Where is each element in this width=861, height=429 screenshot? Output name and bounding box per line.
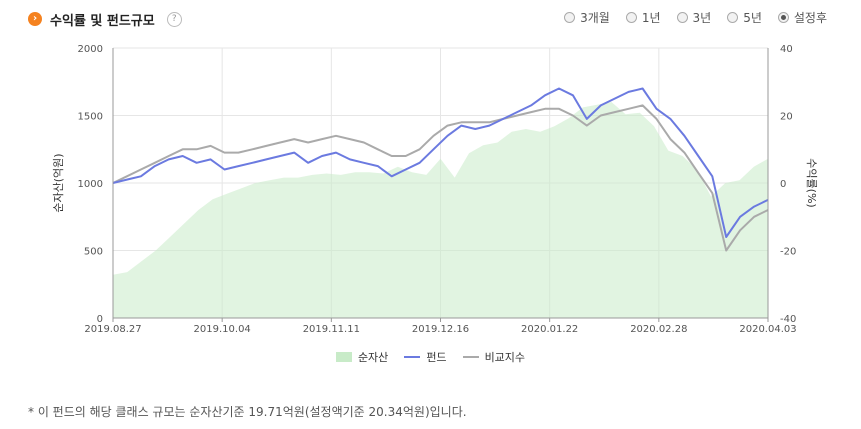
period-5y[interactable]: 5년: [727, 9, 762, 26]
period-3m[interactable]: 3개월: [564, 9, 610, 26]
y-left-tick-label: 0: [97, 314, 103, 325]
y-left-tick-label: 2000: [78, 44, 103, 55]
radio-button[interactable]: [625, 12, 637, 23]
help-icon[interactable]: ?: [166, 11, 182, 27]
period-label: 3년: [692, 11, 712, 25]
net-assets-area: [113, 102, 768, 318]
y-right-tick-label: 40: [780, 44, 793, 55]
legend-benchmark[interactable]: 비교지수: [462, 349, 526, 365]
chart-legend: 순자산 펀드 비교지수: [0, 349, 861, 365]
period-3y[interactable]: 3년: [676, 9, 712, 26]
y-left-axis-title: 순자산(억원): [52, 153, 65, 212]
chart-title: 수익률 및 펀드규모: [50, 13, 155, 29]
y-left-tick-label: 500: [84, 247, 103, 258]
legend-net-assets[interactable]: 순자산: [335, 349, 389, 365]
x-tick-label: 2019.12.16: [412, 324, 469, 335]
y-right-axis-title: 수익률(%): [805, 158, 818, 207]
axes: 0 500 1000 1500 2000 -40 -20 0 20 40 2019.08.27 201…: [78, 44, 797, 335]
legend-label: 펀드: [426, 351, 447, 364]
y-right-tick-label: -20: [780, 247, 796, 258]
chevron-right-icon: ›: [28, 12, 42, 26]
legend-swatch: [335, 352, 352, 362]
x-tick-label: 2020.04.03: [739, 324, 796, 335]
chart-header: › 수익률 및 펀드규모 ?: [28, 9, 182, 29]
y-right-tick-label: -40: [780, 314, 796, 325]
period-label: 설정후: [793, 11, 827, 25]
footnote: * 이 펀드의 해당 클래스 규모는 순자산기준 19.71억원(설정액기준 2…: [28, 405, 467, 419]
x-tick-label: 2019.11.11: [303, 324, 360, 335]
x-tick-label: 2020.01.22: [521, 324, 578, 335]
radio-button[interactable]: [727, 12, 739, 23]
legend-label: 순자산: [357, 351, 389, 364]
y-right-tick-label: 0: [780, 179, 786, 190]
period-selector: 3개월 1년 3년 5년 설정후: [548, 9, 827, 26]
legend-swatch: [404, 356, 421, 358]
period-label: 5년: [743, 11, 762, 25]
y-left-tick-label: 1500: [78, 112, 103, 123]
period-1y[interactable]: 1년: [625, 9, 661, 26]
period-label: 1년: [641, 11, 661, 25]
period-label: 3개월: [580, 11, 610, 25]
returns-chart: 0 500 1000 1500 2000 -40 -20 0 20 40 2019.08.27 201…: [52, 44, 818, 335]
x-tick-label: 2020.02.28: [630, 324, 687, 335]
benchmark-line: [112, 104, 769, 252]
radio-button-checked[interactable]: [777, 12, 789, 23]
radio-button[interactable]: [676, 12, 688, 23]
period-since-inception[interactable]: 설정후: [777, 9, 827, 26]
fund-line: [112, 87, 769, 238]
legend-fund[interactable]: 펀드: [404, 349, 447, 365]
x-tick-label: 2019.08.27: [84, 324, 141, 335]
x-tick-label: 2019.10.04: [194, 324, 251, 335]
radio-button[interactable]: [564, 12, 576, 23]
legend-label: 비교지수: [484, 351, 526, 364]
legend-swatch: [462, 356, 479, 358]
y-right-tick-label: 20: [780, 112, 793, 123]
y-left-tick-label: 1000: [78, 179, 103, 190]
